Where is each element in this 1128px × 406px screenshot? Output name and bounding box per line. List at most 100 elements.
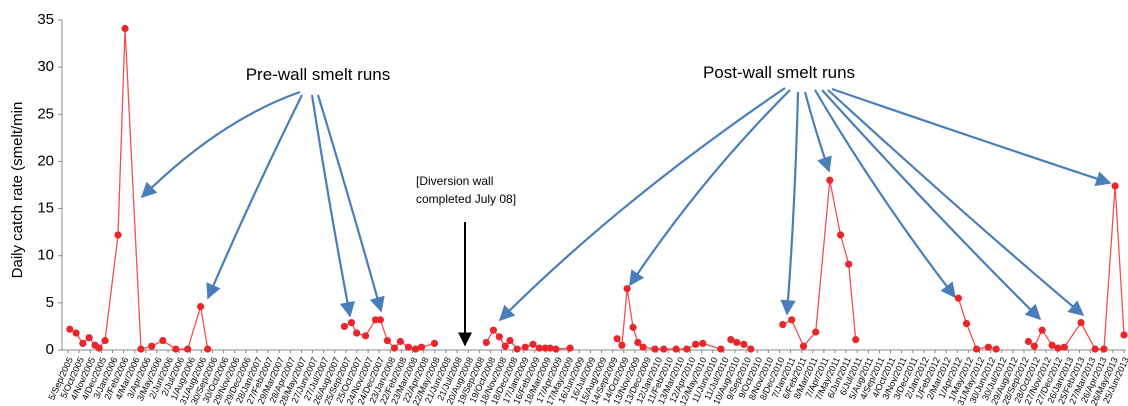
point: [623, 285, 631, 293]
point: [852, 336, 860, 344]
axes: 051015202530355/Sep/20055/Oct/20054/Nov/…: [37, 11, 1128, 406]
arrow: [140, 90, 301, 199]
y-tick-label: 0: [46, 341, 54, 358]
point: [340, 322, 349, 331]
point: [634, 338, 642, 347]
point: [984, 343, 992, 351]
point: [101, 336, 109, 345]
y-tick-label: 5: [46, 294, 54, 311]
arrow: [821, 89, 1042, 321]
plot: [66, 24, 1128, 353]
point: [85, 334, 93, 342]
arrows: [140, 87, 1112, 322]
point: [1048, 341, 1056, 349]
point: [137, 345, 145, 353]
annotation: Pre-wall smelt runs: [246, 65, 391, 84]
y-tick-label: 25: [37, 105, 54, 122]
point: [430, 339, 439, 347]
point: [699, 339, 707, 347]
point: [812, 328, 820, 336]
point: [992, 345, 1000, 353]
point: [747, 345, 755, 353]
annotation: Post-wall smelt runs: [703, 63, 855, 82]
point: [390, 344, 399, 352]
point: [613, 335, 621, 343]
point: [353, 329, 361, 337]
point: [1054, 344, 1062, 352]
point: [535, 344, 543, 352]
point: [1111, 182, 1119, 190]
point: [651, 345, 659, 353]
point: [1100, 345, 1108, 353]
point: [1024, 337, 1033, 346]
point: [411, 345, 420, 353]
point: [495, 333, 503, 341]
point: [1060, 343, 1068, 351]
point: [66, 325, 74, 333]
y-axis-label: Daily catch rate (smelt/min: [9, 102, 26, 279]
point: [845, 260, 853, 268]
annotation: completed July 08]: [416, 192, 516, 206]
arrow: [827, 89, 1085, 316]
point: [529, 340, 537, 348]
point: [376, 316, 384, 324]
point: [489, 326, 497, 334]
point: [172, 345, 180, 353]
point: [1091, 345, 1099, 353]
point: [482, 338, 490, 347]
arrow: [310, 94, 355, 318]
arrow: [780, 91, 800, 316]
point: [566, 344, 574, 352]
point: [672, 345, 680, 353]
point: [506, 336, 514, 345]
arrow: [803, 91, 832, 173]
annotation: [Diversion wall: [416, 174, 493, 188]
point: [184, 345, 192, 353]
y-tick-label: 15: [37, 200, 54, 217]
point: [692, 340, 700, 348]
point: [954, 294, 962, 302]
point: [501, 342, 509, 350]
point: [204, 345, 212, 353]
point: [197, 303, 205, 311]
point: [361, 332, 370, 340]
point: [95, 344, 103, 352]
point: [1030, 342, 1038, 350]
point: [788, 316, 796, 324]
point: [629, 323, 637, 331]
point: [148, 342, 156, 350]
y-tick-label: 35: [37, 11, 54, 28]
arrow: [814, 89, 956, 299]
point: [114, 231, 122, 239]
point: [121, 24, 129, 33]
point: [521, 343, 529, 351]
point: [1038, 326, 1046, 334]
point: [727, 336, 735, 344]
point: [826, 176, 834, 184]
arrow: [831, 87, 1112, 186]
point: [383, 336, 391, 345]
point: [396, 337, 404, 346]
point: [552, 345, 560, 353]
arrow: [316, 94, 385, 313]
point: [513, 345, 521, 353]
point: [733, 338, 741, 347]
line: [69, 28, 1125, 350]
point: [972, 345, 981, 353]
point: [962, 320, 971, 328]
y-tick-label: 20: [37, 152, 54, 169]
point: [836, 231, 845, 239]
point: [347, 319, 356, 327]
point: [639, 343, 647, 351]
point: [404, 343, 413, 351]
point: [618, 341, 626, 349]
arrow: [629, 89, 791, 287]
arrow: [206, 94, 303, 300]
point: [779, 320, 787, 329]
point: [717, 345, 725, 353]
y-tick-label: 10: [37, 247, 54, 264]
point: [660, 345, 668, 353]
arrow: [498, 87, 786, 322]
point: [1120, 331, 1128, 339]
